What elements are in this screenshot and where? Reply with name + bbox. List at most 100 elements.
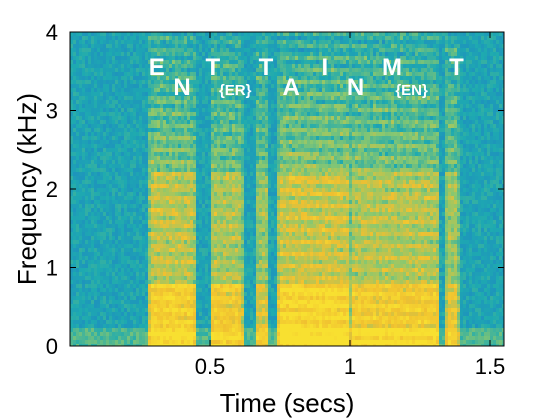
- spectrogram-cell: [106, 340, 109, 344]
- spectrogram-cell: [181, 144, 184, 148]
- spectrogram-cell: [229, 204, 232, 208]
- spectrogram-cell: [226, 152, 229, 156]
- spectrogram-cell: [103, 220, 106, 224]
- spectrogram-cell: [208, 124, 211, 128]
- spectrogram-cell: [79, 148, 82, 152]
- spectrogram-cell: [229, 108, 232, 112]
- spectrogram-cell: [244, 184, 247, 188]
- spectrogram-cell: [130, 112, 133, 116]
- spectrogram-cell: [130, 120, 133, 124]
- spectrogram-cell: [202, 52, 205, 56]
- spectrogram-cell: [244, 228, 247, 232]
- spectrogram-cell: [181, 204, 184, 208]
- spectrogram-cell: [184, 108, 187, 112]
- spectrogram-cell: [205, 220, 208, 224]
- spectrogram-cell: [112, 220, 115, 224]
- spectrogram-cell: [247, 236, 250, 240]
- spectrogram-cell: [73, 144, 76, 148]
- spectrogram-cell: [142, 324, 145, 328]
- spectrogram-cell: [103, 260, 106, 264]
- spectrogram-cell: [109, 96, 112, 100]
- spectrogram-cell: [76, 248, 79, 252]
- spectrogram-cell: [133, 156, 136, 160]
- spectrogram-cell: [160, 36, 163, 40]
- spectrogram-cell: [220, 304, 223, 308]
- spectrogram-cell: [109, 116, 112, 120]
- spectrogram-cell: [151, 116, 154, 120]
- spectrogram-cell: [106, 144, 109, 148]
- spectrogram-cell: [112, 204, 115, 208]
- spectrogram-cell: [172, 112, 175, 116]
- spectrogram-cell: [97, 64, 100, 68]
- spectrogram-cell: [190, 40, 193, 44]
- spectrogram-cell: [70, 276, 73, 280]
- spectrogram-cell: [253, 264, 256, 268]
- spectrogram-cell: [187, 256, 190, 260]
- spectrogram-cell: [133, 280, 136, 284]
- spectrogram-cell: [157, 52, 160, 56]
- spectrogram-cell: [88, 312, 91, 316]
- spectrogram-cell: [109, 228, 112, 232]
- spectrogram-cell: [214, 268, 217, 272]
- spectrogram-cell: [253, 288, 256, 292]
- spectrogram-cell: [202, 220, 205, 224]
- spectrogram-cell: [112, 336, 115, 340]
- spectrogram-cell: [112, 208, 115, 212]
- spectrogram-cell: [160, 180, 163, 184]
- spectrogram-cell: [76, 60, 79, 64]
- spectrogram-cell: [82, 292, 85, 296]
- spectrogram-cell: [106, 104, 109, 108]
- spectrogram-cell: [199, 168, 202, 172]
- spectrogram-cell: [199, 288, 202, 292]
- spectrogram-cell: [70, 340, 73, 344]
- spectrogram-cell: [148, 288, 151, 292]
- spectrogram-cell: [178, 32, 181, 36]
- spectrogram-cell: [196, 212, 199, 216]
- spectrogram-cell: [79, 192, 82, 196]
- spectrogram-cell: [127, 36, 130, 40]
- spectrogram-cell: [145, 40, 148, 44]
- spectrogram-cell: [142, 48, 145, 52]
- spectrogram-cell: [232, 52, 235, 56]
- spectrogram-cell: [115, 328, 118, 332]
- spectrogram-cell: [88, 168, 91, 172]
- spectrogram-cell: [136, 76, 139, 80]
- spectrogram-cell: [178, 264, 181, 268]
- spectrogram-cell: [244, 272, 247, 276]
- spectrogram-cell: [241, 280, 244, 284]
- spectrogram-cell: [211, 204, 214, 208]
- spectrogram-cell: [220, 300, 223, 304]
- spectrogram-cell: [199, 328, 202, 332]
- spectrogram-cell: [85, 148, 88, 152]
- spectrogram-cell: [103, 300, 106, 304]
- spectrogram-cell: [181, 40, 184, 44]
- spectrogram-cell: [145, 240, 148, 244]
- spectrogram-cell: [163, 276, 166, 280]
- spectrogram-cell: [79, 328, 82, 332]
- spectrogram-cell: [214, 328, 217, 332]
- spectrogram-cell: [115, 332, 118, 336]
- spectrogram-cell: [106, 68, 109, 72]
- spectrogram-cell: [199, 244, 202, 248]
- spectrogram-cell: [244, 312, 247, 316]
- spectrogram-cell: [73, 184, 76, 188]
- spectrogram-cell: [100, 140, 103, 144]
- spectrogram-cell: [175, 56, 178, 60]
- spectrogram-cell: [169, 180, 172, 184]
- spectrogram-cell: [178, 140, 181, 144]
- spectrogram-cell: [175, 292, 178, 296]
- spectrogram-cell: [244, 220, 247, 224]
- spectrogram-cell: [217, 96, 220, 100]
- spectrogram-cell: [190, 332, 193, 336]
- spectrogram-cell: [178, 72, 181, 76]
- spectrogram-cell: [169, 292, 172, 296]
- spectrogram-cell: [244, 200, 247, 204]
- spectrogram-cell: [190, 320, 193, 324]
- spectrogram-cell: [190, 180, 193, 184]
- spectrogram-cell: [157, 104, 160, 108]
- spectrogram-cell: [139, 316, 142, 320]
- spectrogram-cell: [184, 148, 187, 152]
- spectrogram-cell: [130, 328, 133, 332]
- spectrogram-cell: [232, 32, 235, 36]
- spectrogram-cell: [253, 212, 256, 216]
